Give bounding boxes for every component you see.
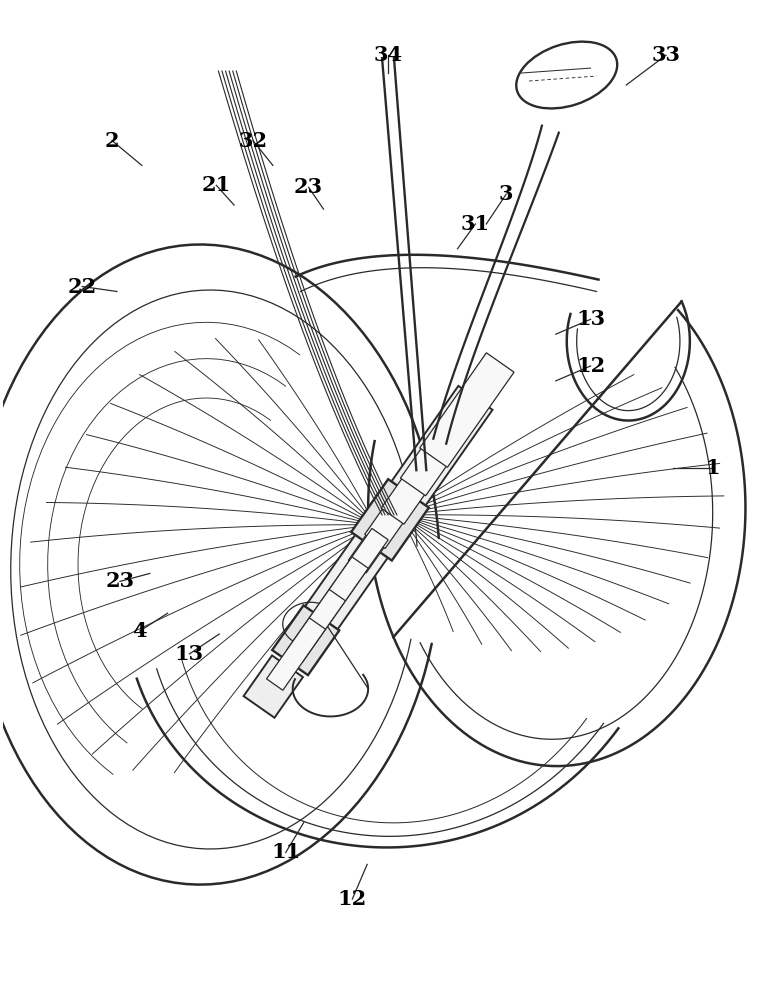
Text: 21: 21 (202, 175, 231, 195)
Text: 4: 4 (132, 621, 147, 641)
Polygon shape (420, 353, 514, 467)
Polygon shape (348, 491, 415, 573)
Text: 23: 23 (294, 177, 323, 197)
Polygon shape (381, 426, 461, 524)
Polygon shape (244, 655, 303, 718)
Text: 32: 32 (239, 131, 268, 151)
Polygon shape (329, 528, 388, 601)
Ellipse shape (516, 42, 617, 108)
Text: 2: 2 (105, 131, 119, 151)
Text: 34: 34 (373, 45, 402, 65)
Text: 23: 23 (106, 571, 135, 591)
Polygon shape (351, 479, 429, 561)
Polygon shape (266, 618, 326, 690)
Text: 12: 12 (576, 356, 605, 376)
Text: 1: 1 (705, 458, 720, 478)
Polygon shape (287, 589, 345, 662)
Polygon shape (272, 605, 339, 675)
Text: 12: 12 (337, 889, 367, 909)
Polygon shape (291, 521, 398, 649)
Text: 22: 22 (67, 277, 97, 297)
Text: 13: 13 (175, 644, 204, 664)
Text: 31: 31 (461, 214, 490, 234)
Text: 13: 13 (576, 309, 605, 329)
Polygon shape (400, 389, 488, 496)
Text: 3: 3 (499, 184, 514, 204)
Polygon shape (309, 557, 368, 629)
Polygon shape (355, 386, 493, 556)
Text: 33: 33 (651, 45, 680, 65)
Polygon shape (365, 459, 438, 549)
Text: 11: 11 (271, 842, 301, 862)
